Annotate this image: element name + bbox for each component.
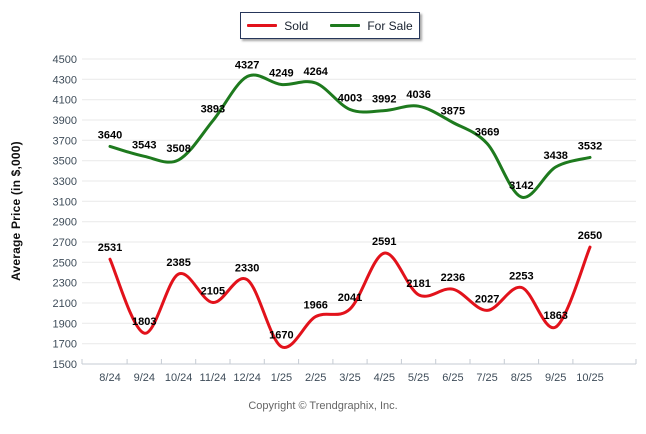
x-tick-label: 9/24 xyxy=(134,372,155,384)
y-tick-label: 2900 xyxy=(53,217,77,229)
y-tick-label: 4300 xyxy=(53,74,77,86)
chart-legend: Sold For Sale xyxy=(240,12,420,39)
data-label-sold: 2027 xyxy=(475,293,499,305)
x-tick-label: 10/24 xyxy=(165,372,193,384)
data-label-for-sale: 3142 xyxy=(509,180,533,192)
data-label-sold: 1803 xyxy=(132,316,156,328)
legend-swatch-sold xyxy=(247,24,278,27)
x-tick-label: 6/25 xyxy=(442,372,463,384)
x-tick-label: 2/25 xyxy=(305,372,326,384)
series-line-for-sale xyxy=(108,73,592,199)
data-label-for-sale: 3438 xyxy=(543,150,567,162)
copyright-text: Copyright © Trendgraphix, Inc. xyxy=(248,400,398,412)
data-label-sold: 2253 xyxy=(509,270,533,282)
x-tick-label: 3/25 xyxy=(339,372,360,384)
data-label-sold: 2385 xyxy=(166,257,190,269)
data-label-for-sale: 3992 xyxy=(372,94,396,106)
x-tick-label: 4/25 xyxy=(374,372,395,384)
y-tick-label: 3500 xyxy=(53,156,77,168)
data-label-for-sale: 4036 xyxy=(406,89,430,101)
data-label-for-sale: 4249 xyxy=(269,68,293,80)
x-tick-label: 12/24 xyxy=(233,372,261,384)
data-label-sold: 2591 xyxy=(372,236,396,248)
data-label-for-sale: 4003 xyxy=(338,93,362,105)
data-label-for-sale: 4327 xyxy=(235,60,259,72)
data-label-sold: 2041 xyxy=(338,292,362,304)
data-label-sold: 1863 xyxy=(543,310,567,322)
x-tick-label: 1/25 xyxy=(271,372,292,384)
data-label-sold: 2330 xyxy=(235,263,259,275)
legend-label-sold: Sold xyxy=(284,18,309,33)
data-label-for-sale: 3875 xyxy=(441,106,465,118)
y-tick-label: 3100 xyxy=(53,196,77,208)
x-tick-label: 10/25 xyxy=(576,372,604,384)
data-label-for-sale: 3893 xyxy=(201,104,225,116)
data-label-sold: 2236 xyxy=(441,272,465,284)
data-label-for-sale: 3543 xyxy=(132,139,156,151)
data-label-sold: 2650 xyxy=(578,230,602,242)
x-tick-label: 8/24 xyxy=(99,372,120,384)
data-label-sold: 2105 xyxy=(201,286,225,298)
data-label-for-sale: 3640 xyxy=(98,129,122,141)
data-label-sold: 1966 xyxy=(303,300,327,312)
y-tick-label: 2700 xyxy=(53,237,77,249)
legend-item-for-sale: For Sale xyxy=(330,18,413,33)
x-tick-label: 11/24 xyxy=(200,372,227,384)
x-tick-label: 5/25 xyxy=(408,372,429,384)
legend-label-for-sale: For Sale xyxy=(367,18,413,33)
y-tick-label: 3700 xyxy=(53,135,77,147)
legend-swatch-for-sale xyxy=(330,24,361,27)
data-label-sold: 2181 xyxy=(406,278,430,290)
y-tick-label: 3900 xyxy=(53,115,77,127)
data-label-sold: 2531 xyxy=(98,242,122,254)
x-tick-label: 7/25 xyxy=(476,372,497,384)
y-tick-label: 1700 xyxy=(53,339,77,351)
data-label-for-sale: 3669 xyxy=(475,127,499,139)
y-tick-label: 2100 xyxy=(53,298,77,310)
y-tick-label: 1500 xyxy=(53,359,77,371)
y-tick-label: 2500 xyxy=(53,257,77,269)
data-label-for-sale: 4264 xyxy=(303,66,328,78)
y-tick-label: 3300 xyxy=(53,176,77,188)
data-label-for-sale: 3508 xyxy=(166,143,190,155)
y-tick-label: 4100 xyxy=(53,95,77,107)
x-tick-label: 8/25 xyxy=(511,372,532,384)
data-label-sold: 1670 xyxy=(269,330,293,342)
y-tick-label: 4500 xyxy=(53,54,77,66)
data-label-for-sale: 3532 xyxy=(578,140,602,152)
legend-item-sold: Sold xyxy=(247,19,308,33)
series-line-sold xyxy=(108,245,592,349)
y-tick-label: 1900 xyxy=(53,318,77,330)
x-tick-label: 9/25 xyxy=(545,372,566,384)
y-tick-label: 2300 xyxy=(53,278,77,290)
